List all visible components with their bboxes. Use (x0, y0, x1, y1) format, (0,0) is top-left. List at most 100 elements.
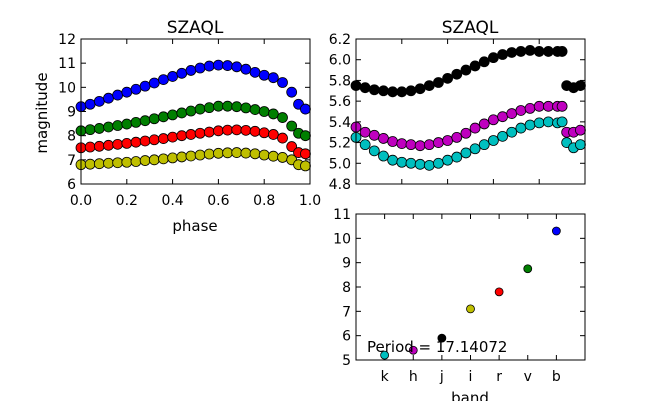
point-r (103, 139, 114, 151)
point-i (258, 149, 270, 161)
y-tick-label: 10 (58, 80, 76, 96)
point-j (405, 85, 417, 97)
point-r (130, 136, 142, 148)
point-h (487, 114, 499, 126)
y-tick-label: 5.4 (329, 115, 351, 131)
y-tick-label: 6.0 (329, 53, 351, 69)
point-h (378, 133, 389, 144)
point-r (139, 135, 151, 147)
point-r (212, 125, 224, 137)
point-v (176, 107, 188, 119)
point-r (300, 148, 311, 160)
point-j (533, 46, 545, 57)
panel3-frame (355, 213, 586, 361)
point-b (240, 63, 252, 75)
point-b (286, 86, 298, 98)
band-point-h (408, 345, 418, 355)
point-i (84, 158, 96, 170)
point-i (185, 150, 197, 162)
point-b (267, 72, 279, 84)
point-h (368, 129, 380, 141)
panel1-ylabel: magnitude (33, 72, 51, 153)
point-i (167, 152, 179, 164)
point-k (533, 117, 545, 129)
point-i (203, 148, 215, 160)
point-k (497, 130, 508, 142)
panel2-ticks: 4.8 5.0 5.2 5.4 5.6 5.8 6.0 6.2 (329, 32, 586, 193)
x-tick-label: 0.4 (161, 193, 183, 209)
y-tick-label: 6 (67, 177, 76, 193)
band-point-r (494, 287, 504, 297)
point-h (442, 135, 454, 146)
point-j (556, 46, 568, 57)
point-b (158, 74, 169, 85)
point-h (533, 100, 545, 112)
point-j (442, 72, 454, 84)
point-r (286, 141, 298, 152)
point-b (277, 77, 288, 88)
point-r (258, 127, 270, 139)
point-v (167, 109, 179, 121)
point-b (121, 86, 133, 98)
point-j (396, 86, 408, 98)
band-tick-label: i (469, 369, 473, 385)
point-v (84, 124, 96, 136)
point-r (121, 137, 133, 149)
y-tick-label: 6 (342, 329, 351, 345)
panel1-title: SZAQL (167, 18, 224, 38)
point-j (497, 49, 508, 60)
point-r (84, 141, 96, 153)
band-tick-label: b (552, 369, 561, 385)
point-h (405, 139, 417, 151)
point-k (414, 158, 426, 170)
panel1-frame (80, 38, 311, 185)
band-tick-label: j (439, 369, 444, 385)
point-v (212, 100, 224, 112)
panel1-marks (75, 59, 311, 172)
point-j (524, 44, 536, 56)
band-point-b (551, 226, 561, 236)
point-i (249, 148, 261, 160)
y-tick-label: 10 (333, 231, 351, 247)
point-b (203, 60, 215, 72)
y-tick-label: 11 (58, 56, 76, 72)
point-h (414, 140, 426, 152)
point-v (222, 100, 233, 112)
point-j (378, 85, 389, 97)
point-h (423, 139, 435, 151)
panel3-marks (380, 226, 561, 360)
point-i (222, 147, 233, 159)
point-v (185, 105, 197, 117)
point-v (148, 113, 160, 125)
point-v (231, 101, 243, 113)
point-v (112, 120, 124, 131)
point-b (148, 77, 160, 89)
x-tick-label: 1.0 (299, 193, 321, 209)
point-v (277, 112, 288, 123)
point-i (139, 155, 151, 166)
point-k (387, 154, 399, 166)
period-annotation: Period = 17.14072 (367, 338, 507, 356)
panel-infrared-lightcurve: SZAQL 4.8 5.0 5.2 5.4 5.6 5.8 6.0 6.2 (329, 18, 586, 193)
point-k (524, 119, 536, 131)
point-v (93, 123, 105, 134)
point-b (258, 69, 270, 81)
point-i (103, 157, 114, 169)
panel1-xlabel: phase (172, 217, 217, 235)
y-tick-label: 5.0 (329, 156, 351, 172)
point-i (112, 157, 124, 169)
point-v (139, 115, 151, 127)
point-h (575, 124, 586, 136)
panel2-frame (355, 38, 586, 185)
point-i (148, 154, 160, 166)
point-r (249, 125, 261, 137)
point-b (139, 80, 151, 92)
point-b (176, 67, 188, 79)
x-tick-label: 0.6 (207, 193, 229, 209)
point-k (368, 145, 380, 157)
point-j (414, 83, 426, 95)
point-h (460, 127, 472, 139)
point-v (121, 118, 133, 130)
band-tick-label: h (409, 369, 418, 385)
y-tick-label: 5.8 (329, 73, 351, 89)
